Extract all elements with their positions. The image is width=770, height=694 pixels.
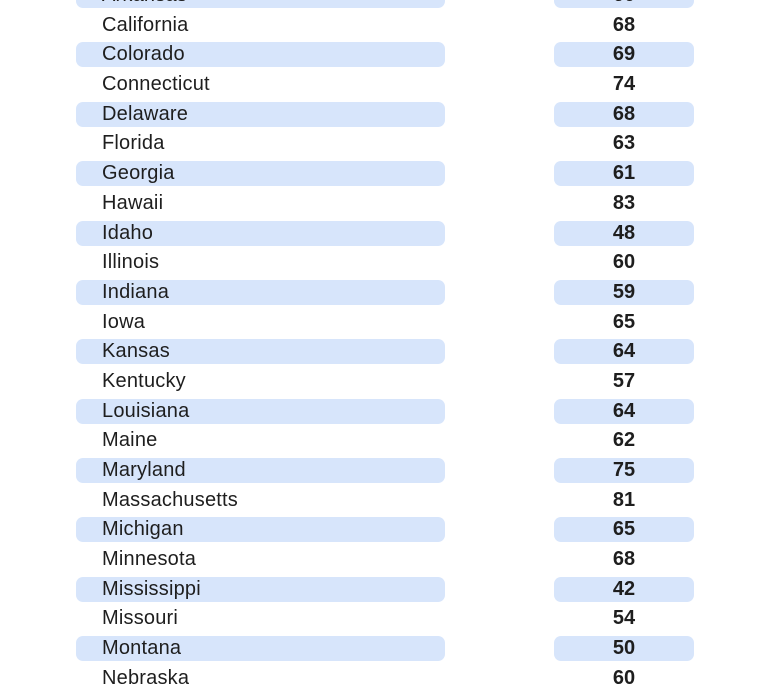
row-highlight-value [554,517,694,543]
state-name: Massachusetts [102,488,238,511]
table-row: Michigan 65 [0,515,770,545]
row-highlight-name [76,279,445,305]
table-row: Arkansas 60 [0,0,770,11]
state-name: Iowa [102,310,146,333]
row-highlight-name [76,42,445,68]
table-row: Georgia 61 [0,159,770,189]
row-highlight-name [76,101,445,127]
state-name: Indiana [102,280,170,303]
table-row: Illinois 60 [0,248,770,278]
state-score: 50 [612,637,636,660]
table-row: Maine 62 [0,426,770,456]
row-highlight-name [76,636,445,662]
state-name: Montana [102,637,182,660]
table-row: Idaho 48 [0,219,770,249]
state-name: Minnesota [102,548,197,571]
row-highlight-name [76,0,445,8]
state-score: 42 [612,577,636,600]
row-highlight-value [554,220,694,246]
state-score: 63 [612,132,636,155]
state-score: 64 [612,340,636,363]
table-row: Delaware 68 [0,100,770,130]
row-highlight-value [554,101,694,127]
state-score: 62 [612,429,636,452]
row-highlight-name [76,576,445,602]
state-name: Colorado [102,43,185,66]
state-name: Maryland [102,459,186,481]
state-name: Louisiana [102,399,190,422]
state-name: Connecticut [102,73,210,96]
table-row: Louisiana 64 [0,397,770,427]
row-highlight-value [554,42,694,68]
table-row: Kentucky 57 [0,367,770,397]
state-score: 75 [612,459,636,481]
state-score: 68 [612,102,636,125]
table-row: Connecticut 74 [0,70,770,100]
table-row: Iowa 65 [0,308,770,338]
state-score: 68 [612,548,636,571]
table-row: Missouri 54 [0,604,770,634]
state-name: Illinois [102,251,160,274]
table-row: Mississippi 42 [0,575,770,605]
row-highlight-name [76,161,445,187]
row-highlight-value [554,398,694,424]
row-highlight-value [554,636,694,662]
row-highlight-value [554,339,694,365]
state-score: 57 [612,369,636,392]
state-score: 48 [612,221,636,244]
state-score: 74 [612,73,636,96]
row-highlight-value [554,161,694,187]
table-row: Indiana 59 [0,278,770,308]
state-score: 68 [612,13,636,36]
table-row: Maryland 75 [0,456,770,486]
table-row: Hawaii 83 [0,189,770,219]
state-name: Florida [102,132,165,155]
row-highlight-name [76,339,445,365]
state-score: 81 [612,488,636,511]
state-score: 83 [612,191,636,214]
row-highlight-value [554,458,694,483]
state-score: 64 [612,399,636,422]
state-name: Kansas [102,340,170,363]
table-row: Minnesota 68 [0,545,770,575]
state-name: California [102,13,189,36]
state-score: 60 [612,666,636,689]
state-name: Georgia [102,162,175,185]
row-highlight-value [554,0,694,8]
state-name: Arkansas [102,0,187,11]
row-highlight-value [554,576,694,602]
state-score: 61 [612,162,636,185]
state-name: Delaware [102,102,189,125]
table-row: Kansas 64 [0,337,770,367]
row-highlight-name [76,220,445,246]
state-name: Kentucky [102,369,186,392]
state-name: Missouri [102,607,179,630]
state-score: 65 [612,518,636,541]
state-score: 60 [612,251,636,274]
state-score: 65 [612,310,636,333]
state-name: Michigan [102,518,184,541]
state-name: Hawaii [102,191,164,214]
state-name: Nebraska [102,666,190,689]
row-highlight-value [554,279,694,305]
row-highlight-name [76,398,445,424]
table-row: Nebraska 60 [0,664,770,694]
state-score: 60 [554,0,694,11]
state-name: Idaho [102,221,154,244]
state-score: 59 [612,280,636,303]
state-score: 54 [612,607,636,630]
state-name: Mississippi [102,577,201,600]
state-score: 69 [612,43,636,66]
row-highlight-name [76,458,445,483]
table-row: Colorado 69 [0,40,770,70]
table-row: Florida 63 [0,129,770,159]
table-row: Massachusetts 81 [0,486,770,516]
state-name: Maine [102,429,158,452]
table-row: California 68 [0,11,770,41]
table-row: Montana 50 [0,634,770,664]
row-highlight-name [76,517,445,543]
